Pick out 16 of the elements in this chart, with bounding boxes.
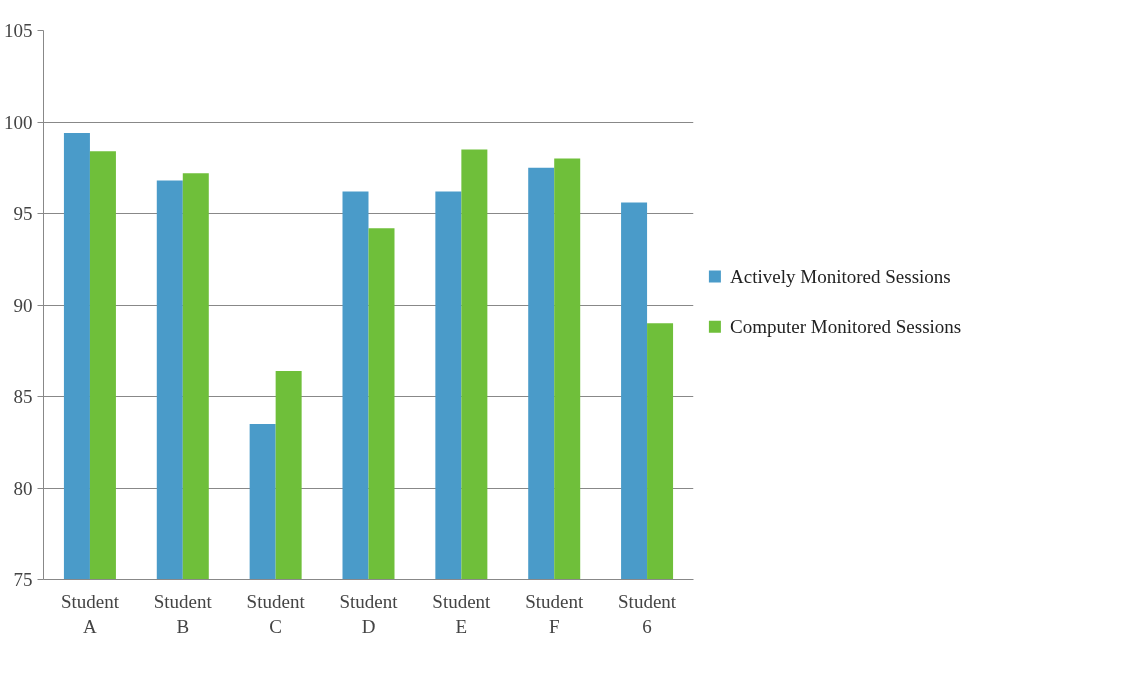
x-tick-label: Student 6 xyxy=(618,590,677,637)
legend-label: Computer Monitored Sessions xyxy=(730,316,962,338)
x-tick-label: Student C xyxy=(246,590,306,637)
y-tick-label: 85 xyxy=(13,386,33,407)
y-tick-label: 105 xyxy=(4,20,33,41)
legend-label: Actively Monitored Sessions xyxy=(730,265,951,287)
y-tick-label: 90 xyxy=(13,294,33,316)
x-tick-label: Student B xyxy=(153,590,213,637)
x-tick-label: Student D xyxy=(339,590,399,637)
y-tick-label: 95 xyxy=(13,203,33,224)
y-tick-label: 80 xyxy=(13,477,33,499)
x-tick-label: Student E xyxy=(432,590,492,637)
x-tick-label: Student F xyxy=(525,590,584,637)
x-tick-label: Student A xyxy=(60,590,120,637)
y-tick-label: 75 xyxy=(13,569,33,590)
y-tick-label: 100 xyxy=(4,111,33,133)
